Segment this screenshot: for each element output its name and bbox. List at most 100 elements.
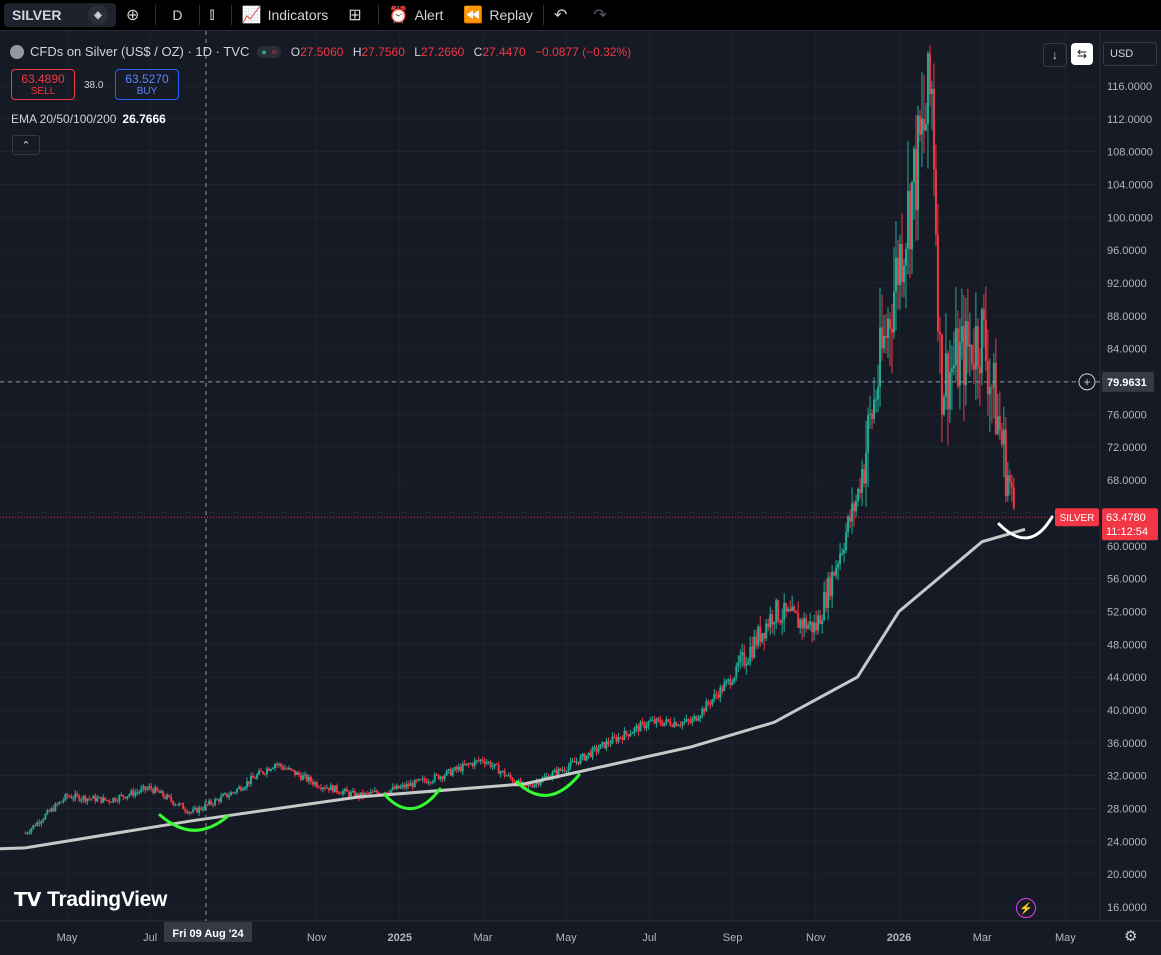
scroll-to-latest-button[interactable]: ↓	[1043, 43, 1067, 67]
candle-body	[807, 625, 810, 629]
candle-body	[575, 761, 578, 763]
buy-button[interactable]: 63.5270 BUY	[115, 69, 179, 100]
ema-line	[0, 527, 1026, 851]
candle-body	[355, 793, 358, 798]
candle-body	[395, 785, 398, 789]
candle-body	[130, 790, 133, 795]
candle-body	[769, 614, 772, 628]
candle-body	[293, 770, 296, 775]
redo-button[interactable]: ↷	[583, 0, 622, 30]
alert-button[interactable]: ⏰ Alert	[379, 0, 454, 30]
interval-button[interactable]: D	[156, 0, 198, 30]
candle-body	[192, 809, 195, 813]
candle-body	[248, 781, 251, 784]
candle-body	[914, 148, 917, 211]
add-symbol-button[interactable]: ⊕	[116, 0, 155, 30]
candle-body	[609, 743, 612, 745]
plus-circle-icon: ⊕	[126, 7, 140, 24]
candle-body	[493, 763, 496, 767]
candle-body	[268, 768, 271, 771]
candle-body	[250, 776, 253, 784]
candle-body	[966, 321, 969, 347]
settings-gear-icon[interactable]: ⚙	[1124, 928, 1138, 945]
ema-legend[interactable]: EMA 20/50/100/200 26.7666	[11, 112, 166, 126]
tradingview-logo[interactable]: 𝗧𝗩 TradingView	[14, 888, 167, 912]
y-tick-label: 48.0000	[1107, 639, 1147, 651]
candle-body	[58, 801, 61, 805]
candle-body	[877, 386, 880, 400]
candle-body	[315, 782, 318, 788]
candle-body	[266, 768, 269, 774]
redo-icon: ↷	[593, 7, 607, 24]
candle-body	[795, 610, 798, 614]
candle-body	[96, 798, 99, 802]
candle-body	[349, 792, 352, 797]
y-tick-label: 36.0000	[1107, 738, 1147, 750]
candle-body	[781, 620, 784, 623]
candle-body	[968, 344, 971, 347]
candle-body	[467, 763, 470, 765]
indicators-button[interactable]: 📈 Indicators	[232, 0, 339, 30]
candle-body	[244, 787, 247, 790]
candle-body	[194, 807, 197, 810]
price-axis	[1100, 31, 1161, 921]
chart-pane[interactable]: 116.0000 112.0000 108.0000 104.0000 100.0000…	[0, 31, 1161, 955]
currency-select[interactable]: USD	[1103, 42, 1157, 66]
x-tick-label: 2026	[887, 932, 911, 944]
candle-body	[114, 797, 117, 802]
toolbar-divider	[230, 5, 232, 25]
flash-icon[interactable]: ⚡	[1016, 898, 1036, 918]
candle-body	[725, 680, 728, 684]
candle-body	[851, 503, 854, 522]
candle-body	[80, 799, 83, 801]
price-chart[interactable]: 116.0000 112.0000 108.0000 104.0000 100.0000…	[0, 31, 1161, 955]
symbol-search[interactable]: SILVER ◈	[4, 3, 116, 27]
plus-icon: +	[1083, 375, 1090, 389]
candle-body	[747, 661, 750, 665]
x-tick-label: May	[556, 932, 577, 944]
templates-button[interactable]: ⊞	[338, 0, 377, 30]
candle-body	[960, 326, 963, 343]
candle-body	[403, 784, 406, 788]
candle-body	[425, 780, 428, 784]
candle-body	[375, 790, 378, 793]
candle-body	[825, 592, 828, 609]
sell-button[interactable]: 63.4890 SELL	[11, 69, 75, 100]
candle-body	[1000, 430, 1003, 445]
y-tick-label: 84.0000	[1107, 344, 1147, 356]
legend-toggles[interactable]: ● ≈	[257, 45, 281, 58]
arrow-down-icon: ↓	[1052, 48, 1058, 62]
candle-body	[511, 777, 514, 782]
candle-body	[389, 789, 392, 794]
chart-type-button[interactable]: ⫾	[200, 0, 231, 30]
candle-body	[168, 795, 171, 797]
candle-body	[120, 794, 123, 796]
candle-body	[938, 331, 941, 335]
candle-body	[916, 115, 919, 211]
countdown-value: 11:12:54	[1106, 526, 1148, 538]
x-tick-label: May	[1055, 932, 1076, 944]
candle-body	[252, 776, 255, 778]
candle-body	[242, 789, 245, 791]
candle-body	[637, 725, 640, 732]
candle-body	[128, 794, 131, 797]
collapse-legend-button[interactable]: ⌃	[12, 135, 40, 155]
diamond-icon[interactable]: ◈	[88, 5, 108, 25]
candle-body	[447, 768, 450, 771]
candle-body	[272, 767, 275, 769]
candle-body	[66, 794, 69, 797]
undo-button[interactable]: ↶	[544, 0, 583, 30]
candle-body	[270, 768, 273, 771]
x-tick-label: Nov	[307, 932, 327, 944]
auto-scale-button[interactable]: ⇆	[1071, 43, 1093, 65]
candle-body	[645, 725, 648, 729]
currency-label: USD	[1110, 48, 1134, 60]
candle-body	[980, 309, 983, 374]
candle-body	[675, 722, 678, 726]
candle-body	[178, 803, 181, 806]
candle-body	[741, 652, 744, 656]
toolbar-divider	[155, 5, 157, 25]
candle-body	[587, 752, 590, 756]
candle-body	[561, 769, 564, 771]
replay-button[interactable]: ⏪ Replay	[453, 0, 543, 30]
